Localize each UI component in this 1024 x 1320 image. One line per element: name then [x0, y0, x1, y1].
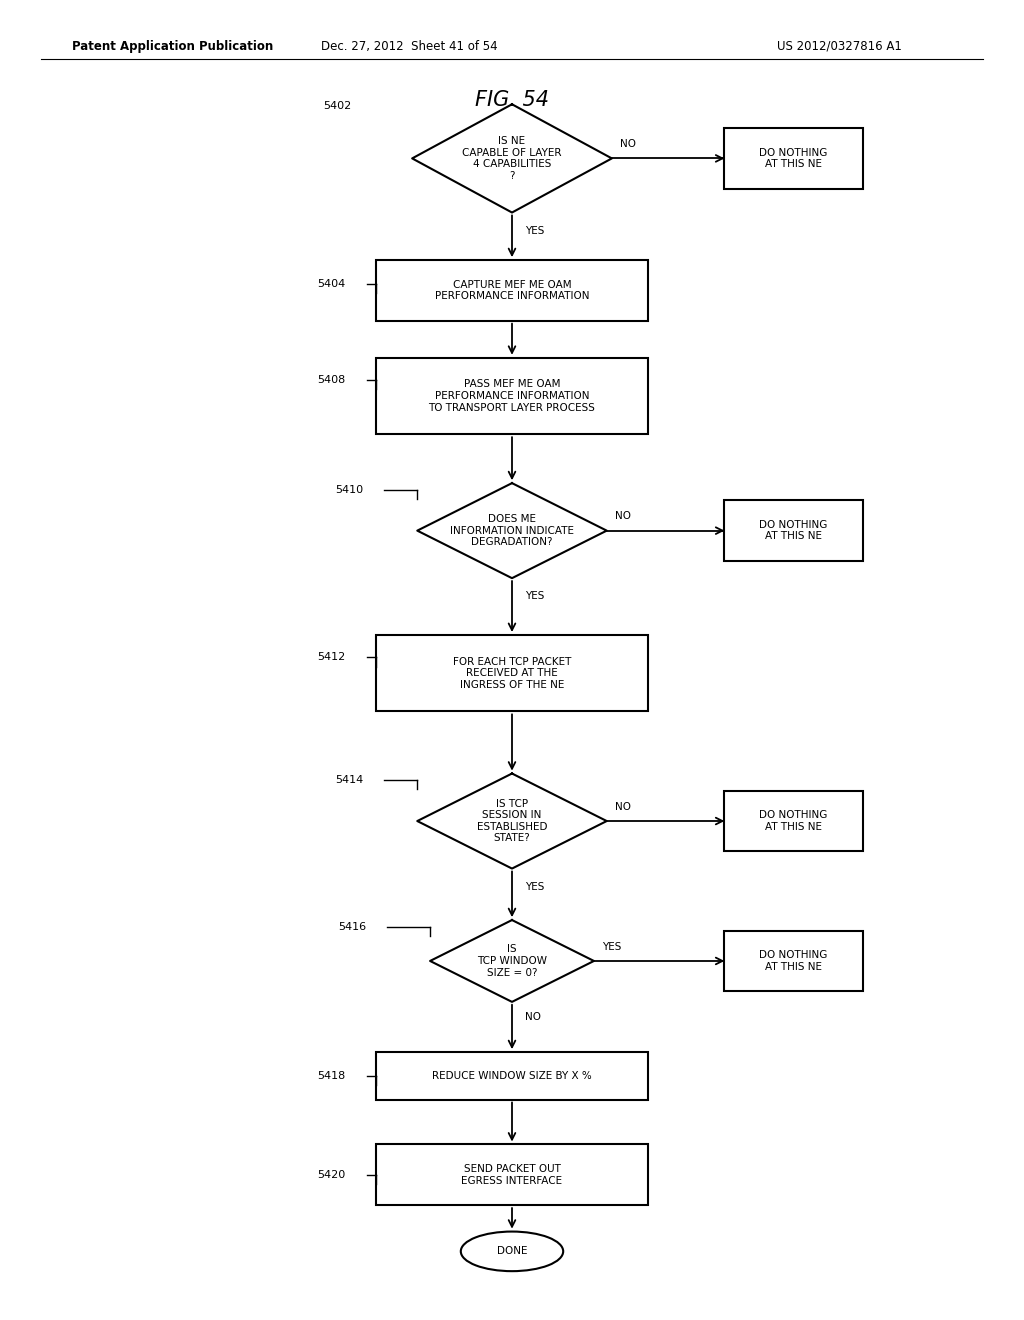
Text: NO: NO: [614, 511, 631, 521]
Text: 5418: 5418: [317, 1071, 346, 1081]
Bar: [377, 1052, 648, 1100]
Text: IS
TCP WINDOW
SIZE = 0?: IS TCP WINDOW SIZE = 0?: [477, 944, 547, 978]
Bar: [377, 1144, 648, 1205]
Text: IS NE
CAPABLE OF LAYER
4 CAPABILITIES
?: IS NE CAPABLE OF LAYER 4 CAPABILITIES ?: [462, 136, 562, 181]
Text: SEND PACKET OUT
EGRESS INTERFACE: SEND PACKET OUT EGRESS INTERFACE: [462, 1164, 562, 1185]
Bar: [725, 128, 862, 189]
Bar: [377, 635, 648, 711]
Text: DO NOTHING
AT THIS NE: DO NOTHING AT THIS NE: [760, 950, 827, 972]
Text: YES: YES: [525, 591, 545, 602]
Text: IS TCP
SESSION IN
ESTABLISHED
STATE?: IS TCP SESSION IN ESTABLISHED STATE?: [477, 799, 547, 843]
Text: DOES ME
INFORMATION INDICATE
DEGRADATION?: DOES ME INFORMATION INDICATE DEGRADATION…: [450, 513, 574, 548]
Text: REDUCE WINDOW SIZE BY X %: REDUCE WINDOW SIZE BY X %: [432, 1071, 592, 1081]
Bar: [725, 931, 862, 991]
Text: PASS MEF ME OAM
PERFORMANCE INFORMATION
TO TRANSPORT LAYER PROCESS: PASS MEF ME OAM PERFORMANCE INFORMATION …: [429, 379, 595, 413]
Text: 5408: 5408: [317, 375, 346, 385]
Text: YES: YES: [525, 226, 545, 236]
Text: Patent Application Publication: Patent Application Publication: [72, 40, 273, 53]
Text: YES: YES: [525, 882, 545, 892]
Text: 5420: 5420: [317, 1170, 346, 1180]
Bar: [377, 260, 648, 321]
Text: 5412: 5412: [317, 652, 346, 663]
Text: CAPTURE MEF ME OAM
PERFORMANCE INFORMATION: CAPTURE MEF ME OAM PERFORMANCE INFORMATI…: [435, 280, 589, 301]
Bar: [725, 500, 862, 561]
Text: NO: NO: [614, 801, 631, 812]
Text: DONE: DONE: [497, 1246, 527, 1257]
Text: DO NOTHING
AT THIS NE: DO NOTHING AT THIS NE: [760, 148, 827, 169]
Text: FIG. 54: FIG. 54: [475, 90, 549, 111]
Text: US 2012/0327816 A1: US 2012/0327816 A1: [777, 40, 902, 53]
Text: Dec. 27, 2012  Sheet 41 of 54: Dec. 27, 2012 Sheet 41 of 54: [322, 40, 498, 53]
Ellipse shape: [461, 1232, 563, 1271]
Text: 5410: 5410: [335, 484, 362, 495]
Text: DO NOTHING
AT THIS NE: DO NOTHING AT THIS NE: [760, 520, 827, 541]
Text: NO: NO: [525, 1012, 542, 1023]
Text: YES: YES: [602, 941, 622, 952]
Text: NO: NO: [621, 139, 636, 149]
Text: 5402: 5402: [324, 100, 352, 111]
Text: FOR EACH TCP PACKET
RECEIVED AT THE
INGRESS OF THE NE: FOR EACH TCP PACKET RECEIVED AT THE INGR…: [453, 656, 571, 690]
Text: 5414: 5414: [335, 775, 364, 785]
Text: DO NOTHING
AT THIS NE: DO NOTHING AT THIS NE: [760, 810, 827, 832]
Text: 5416: 5416: [338, 921, 366, 932]
Bar: [377, 358, 648, 434]
Text: 5404: 5404: [317, 279, 346, 289]
Bar: [725, 791, 862, 851]
